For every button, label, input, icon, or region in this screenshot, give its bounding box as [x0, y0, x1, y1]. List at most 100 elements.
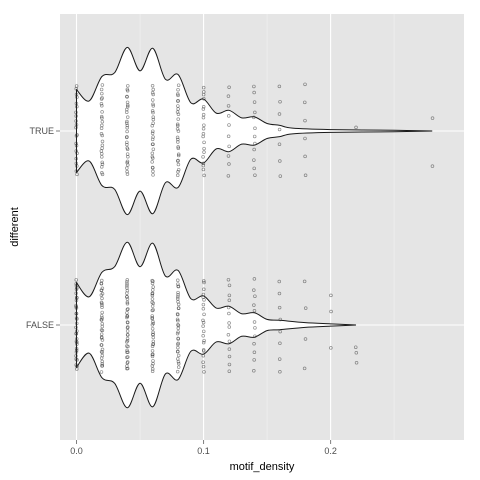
data-point [201, 348, 206, 352]
data-point [74, 114, 78, 118]
data-point [125, 320, 130, 325]
data-point [202, 173, 206, 178]
data-point [201, 360, 205, 364]
y-tick-label: FALSE [26, 320, 54, 330]
data-point [126, 103, 130, 108]
data-point [100, 310, 104, 315]
data-point [125, 291, 129, 295]
data-point [201, 353, 206, 358]
data-point [151, 102, 155, 107]
x-axis-title: motif_density [230, 461, 295, 473]
data-point [74, 287, 79, 292]
data-point [75, 340, 79, 345]
data-point [100, 363, 105, 368]
data-point [151, 342, 155, 347]
data-point [74, 311, 79, 316]
data-point [201, 161, 206, 166]
data-point [303, 306, 308, 310]
data-point [125, 361, 130, 365]
data-point [176, 117, 180, 121]
data-point [150, 151, 155, 156]
data-point [252, 134, 257, 139]
data-points [74, 82, 435, 374]
data-point [252, 147, 256, 152]
data-point [100, 91, 104, 96]
data-point [176, 359, 181, 364]
violin-true [76, 46, 433, 216]
data-point [430, 116, 435, 120]
data-point [151, 156, 155, 160]
data-point [100, 83, 105, 87]
data-point [227, 123, 231, 127]
data-point [176, 152, 181, 156]
data-point [151, 135, 155, 139]
data-point [303, 136, 307, 141]
data-point [151, 147, 156, 151]
data-point [277, 142, 282, 146]
data-point [226, 277, 231, 282]
data-point [202, 279, 206, 283]
data-point [150, 349, 155, 353]
data-point [74, 143, 79, 148]
data-point [302, 366, 307, 371]
data-point [253, 294, 257, 298]
data-point [176, 162, 181, 167]
data-point [150, 369, 155, 373]
data-point [176, 323, 180, 327]
data-point [75, 358, 79, 362]
data-point [126, 307, 130, 311]
data-point [226, 333, 231, 337]
data-point [151, 330, 155, 335]
data-point [125, 326, 130, 330]
data-point [125, 123, 130, 128]
data-point [252, 115, 256, 120]
data-point [126, 84, 130, 88]
data-point [150, 308, 155, 313]
data-point [201, 107, 206, 111]
data-point [151, 367, 155, 371]
data-point [201, 92, 206, 97]
data-point [126, 163, 130, 167]
data-point [151, 104, 156, 108]
data-point [100, 296, 104, 301]
data-point [175, 173, 180, 178]
data-point [175, 122, 180, 127]
data-point [201, 302, 206, 307]
data-point [277, 84, 282, 89]
data-point [151, 319, 155, 324]
data-point [252, 369, 256, 373]
data-point [151, 169, 155, 174]
data-point [252, 277, 257, 281]
data-point [99, 97, 104, 101]
data-point [227, 325, 232, 329]
data-point [201, 307, 206, 311]
data-point [100, 104, 104, 108]
data-point [202, 150, 206, 154]
data-point [99, 293, 104, 297]
data-point [176, 153, 181, 158]
data-point [329, 309, 333, 314]
data-point [175, 317, 180, 322]
data-point [227, 293, 232, 298]
data-point [227, 298, 232, 303]
data-point [150, 131, 155, 136]
data-point [151, 173, 155, 177]
data-point [227, 347, 232, 351]
data-point [201, 134, 205, 139]
data-point [74, 156, 78, 161]
data-point [99, 356, 104, 360]
data-point [176, 361, 181, 366]
data-point [227, 339, 232, 344]
data-point [277, 357, 282, 361]
data-point [354, 351, 359, 355]
data-point [150, 160, 154, 164]
data-point [74, 86, 78, 91]
data-point [430, 164, 435, 168]
data-point [278, 329, 282, 334]
data-point [74, 119, 78, 123]
data-point [176, 330, 180, 334]
data-point [125, 314, 130, 318]
data-point [150, 281, 155, 286]
data-point [75, 296, 79, 300]
data-point [125, 280, 129, 284]
